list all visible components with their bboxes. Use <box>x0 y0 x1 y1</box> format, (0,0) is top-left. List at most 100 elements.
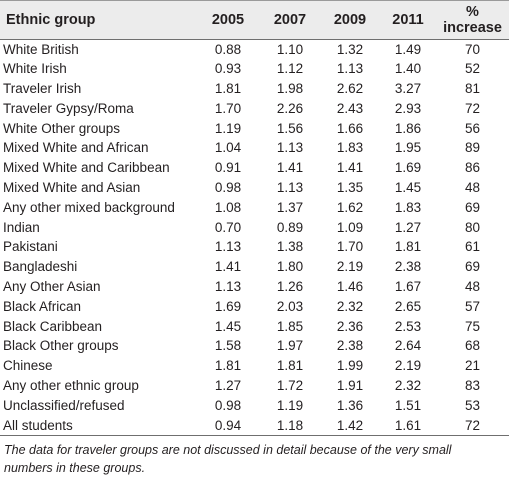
cell-percent-increase: 72 <box>436 415 509 437</box>
cell-2011: 1.27 <box>394 219 422 235</box>
cell-percent-increase: 52 <box>464 61 481 77</box>
header-ethnic-group: Ethnic group <box>0 1 196 40</box>
cell-2009: 1.35 <box>336 180 364 196</box>
cell-2007: 1.18 <box>260 415 320 437</box>
cell-2009: 2.36 <box>336 318 364 334</box>
cell-2005: 0.98 <box>214 397 242 413</box>
cell-percent-increase: 89 <box>464 140 481 156</box>
cell-ethnic-group: Any Other Asian <box>3 279 101 295</box>
table-row: Chinese 1.81 1.81 1.99 2.19 21 <box>0 356 509 376</box>
top-rule <box>0 0 509 1</box>
cell-percent-increase: 75 <box>464 318 481 334</box>
cell-2005: 0.93 <box>214 61 242 77</box>
table-row: Any other mixed background 1.08 1.37 1.62 1.… <box>0 198 509 218</box>
cell-2011: 2.53 <box>394 318 422 334</box>
table-row: Mixed White and Asian 0.98 1.13 1.35 1.45 48 <box>0 178 509 198</box>
data-table-container: Ethnic group 2005 2007 2009 2011 % incre… <box>0 0 509 475</box>
cell-2011: 1.86 <box>394 120 422 136</box>
cell-2011: 2.65 <box>394 298 422 314</box>
cell-2007: 1.38 <box>276 239 304 255</box>
cell-ethnic-group: Bangladeshi <box>3 259 78 275</box>
cell-2007: 1.37 <box>276 199 304 215</box>
table-body: White British 0.88 1.10 1.32 1.49 70 White Iri… <box>0 39 509 437</box>
cell-2009: 1.70 <box>336 239 364 255</box>
cell-percent-increase: 80 <box>464 219 481 235</box>
table-row: Any other ethnic group 1.27 1.72 1.91 2.32 83 <box>0 376 509 396</box>
cell-2011: 1.40 <box>394 61 422 77</box>
cell-ethnic-group: Pakistani <box>3 239 58 255</box>
cell-2005: 1.19 <box>214 120 242 136</box>
cell-ethnic-group: Black African <box>3 298 82 314</box>
cell-percent-increase: 48 <box>464 279 481 295</box>
cell-ethnic-group: Mixed White and Asian <box>3 180 141 196</box>
cell-2005: 0.91 <box>214 160 242 176</box>
table-row: Pakistani 1.13 1.38 1.70 1.81 61 <box>0 237 509 257</box>
table-row: Black Other groups 1.58 1.97 2.38 2.64 68 <box>0 336 509 356</box>
cell-ethnic-group: Indian <box>3 219 40 235</box>
cell-2011: 1.81 <box>394 239 422 255</box>
cell-2007: 2.03 <box>276 298 304 314</box>
cell-2005: 1.41 <box>214 259 242 275</box>
table-row: Indian 0.70 0.89 1.09 1.27 80 <box>0 218 509 238</box>
cell-2005: 0.94 <box>196 415 260 437</box>
cell-2007: 1.26 <box>276 279 304 295</box>
cell-2011: 1.51 <box>394 397 422 413</box>
cell-2007: 1.72 <box>276 378 304 394</box>
table-row: White Irish 0.93 1.12 1.13 1.40 52 <box>0 59 509 79</box>
cell-2009: 2.62 <box>336 81 364 97</box>
cell-2009: 1.99 <box>336 358 364 374</box>
cell-2009: 1.46 <box>336 279 364 295</box>
cell-2005: 1.69 <box>214 298 242 314</box>
table-row: Unclassified/refused 0.98 1.19 1.36 1.51 53 <box>0 396 509 416</box>
cell-ethnic-group: Mixed White and Caribbean <box>3 160 170 176</box>
header-2007: 2007 <box>260 1 320 40</box>
cell-2007: 1.19 <box>276 397 304 413</box>
cell-ethnic-group: Unclassified/refused <box>3 397 125 413</box>
cell-2009: 2.32 <box>336 298 364 314</box>
cell-ethnic-group: Black Caribbean <box>3 318 103 334</box>
cell-ethnic-group: Chinese <box>3 358 53 374</box>
header-percent-increase: % increase <box>436 1 509 40</box>
cell-2011: 2.38 <box>394 259 422 275</box>
cell-2009: 2.38 <box>336 338 364 354</box>
header-2005: 2005 <box>196 1 260 40</box>
cell-percent-increase: 21 <box>464 358 481 374</box>
cell-2011: 2.19 <box>394 358 422 374</box>
cell-percent-increase: 83 <box>464 378 481 394</box>
cell-2005: 1.08 <box>214 199 242 215</box>
cell-2009: 1.32 <box>336 41 364 57</box>
cell-2007: 1.12 <box>276 61 304 77</box>
cell-2011: 1.69 <box>394 160 422 176</box>
cell-percent-increase: 57 <box>464 298 481 314</box>
cell-2009: 2.43 <box>336 100 364 116</box>
cell-2005: 0.88 <box>214 41 242 57</box>
header-2009: 2009 <box>320 1 380 40</box>
cell-2005: 1.27 <box>214 378 242 394</box>
cell-ethnic-group: Traveler Gypsy/Roma <box>3 100 134 116</box>
cell-2007: 1.41 <box>276 160 304 176</box>
cell-ethnic-group: Any other mixed background <box>3 199 175 215</box>
cell-2005: 1.13 <box>214 239 242 255</box>
cell-2011: 1.95 <box>394 140 422 156</box>
cell-2011: 2.64 <box>394 338 422 354</box>
cell-percent-increase: 48 <box>464 180 481 196</box>
table-row: Black African 1.69 2.03 2.32 2.65 57 <box>0 297 509 317</box>
cell-ethnic-group: White Other groups <box>3 120 121 136</box>
cell-percent-increase: 53 <box>464 397 481 413</box>
cell-2011: 2.93 <box>394 100 422 116</box>
table-row: Mixed White and African 1.04 1.13 1.83 1.95 8… <box>0 138 509 158</box>
cell-2007: 1.80 <box>276 259 304 275</box>
cell-2011: 1.67 <box>394 279 422 295</box>
cell-2007: 1.85 <box>276 318 304 334</box>
cell-percent-increase: 81 <box>464 81 481 97</box>
cell-2011: 1.83 <box>394 199 422 215</box>
cell-2009: 2.19 <box>336 259 364 275</box>
cell-2007: 1.13 <box>276 180 304 196</box>
ethnic-group-table: Ethnic group 2005 2007 2009 2011 % incre… <box>0 1 509 437</box>
table-row: All students 0.94 1.18 1.42 1.61 72 <box>0 415 509 437</box>
cell-2007: 1.97 <box>276 338 304 354</box>
table-row: Traveler Irish 1.81 1.98 2.62 3.27 81 <box>0 79 509 99</box>
cell-percent-increase: 69 <box>464 199 481 215</box>
table-row: Black Caribbean 1.45 1.85 2.36 2.53 75 <box>0 317 509 337</box>
table-row: Mixed White and Caribbean 0.91 1.41 1.41 1.6… <box>0 158 509 178</box>
